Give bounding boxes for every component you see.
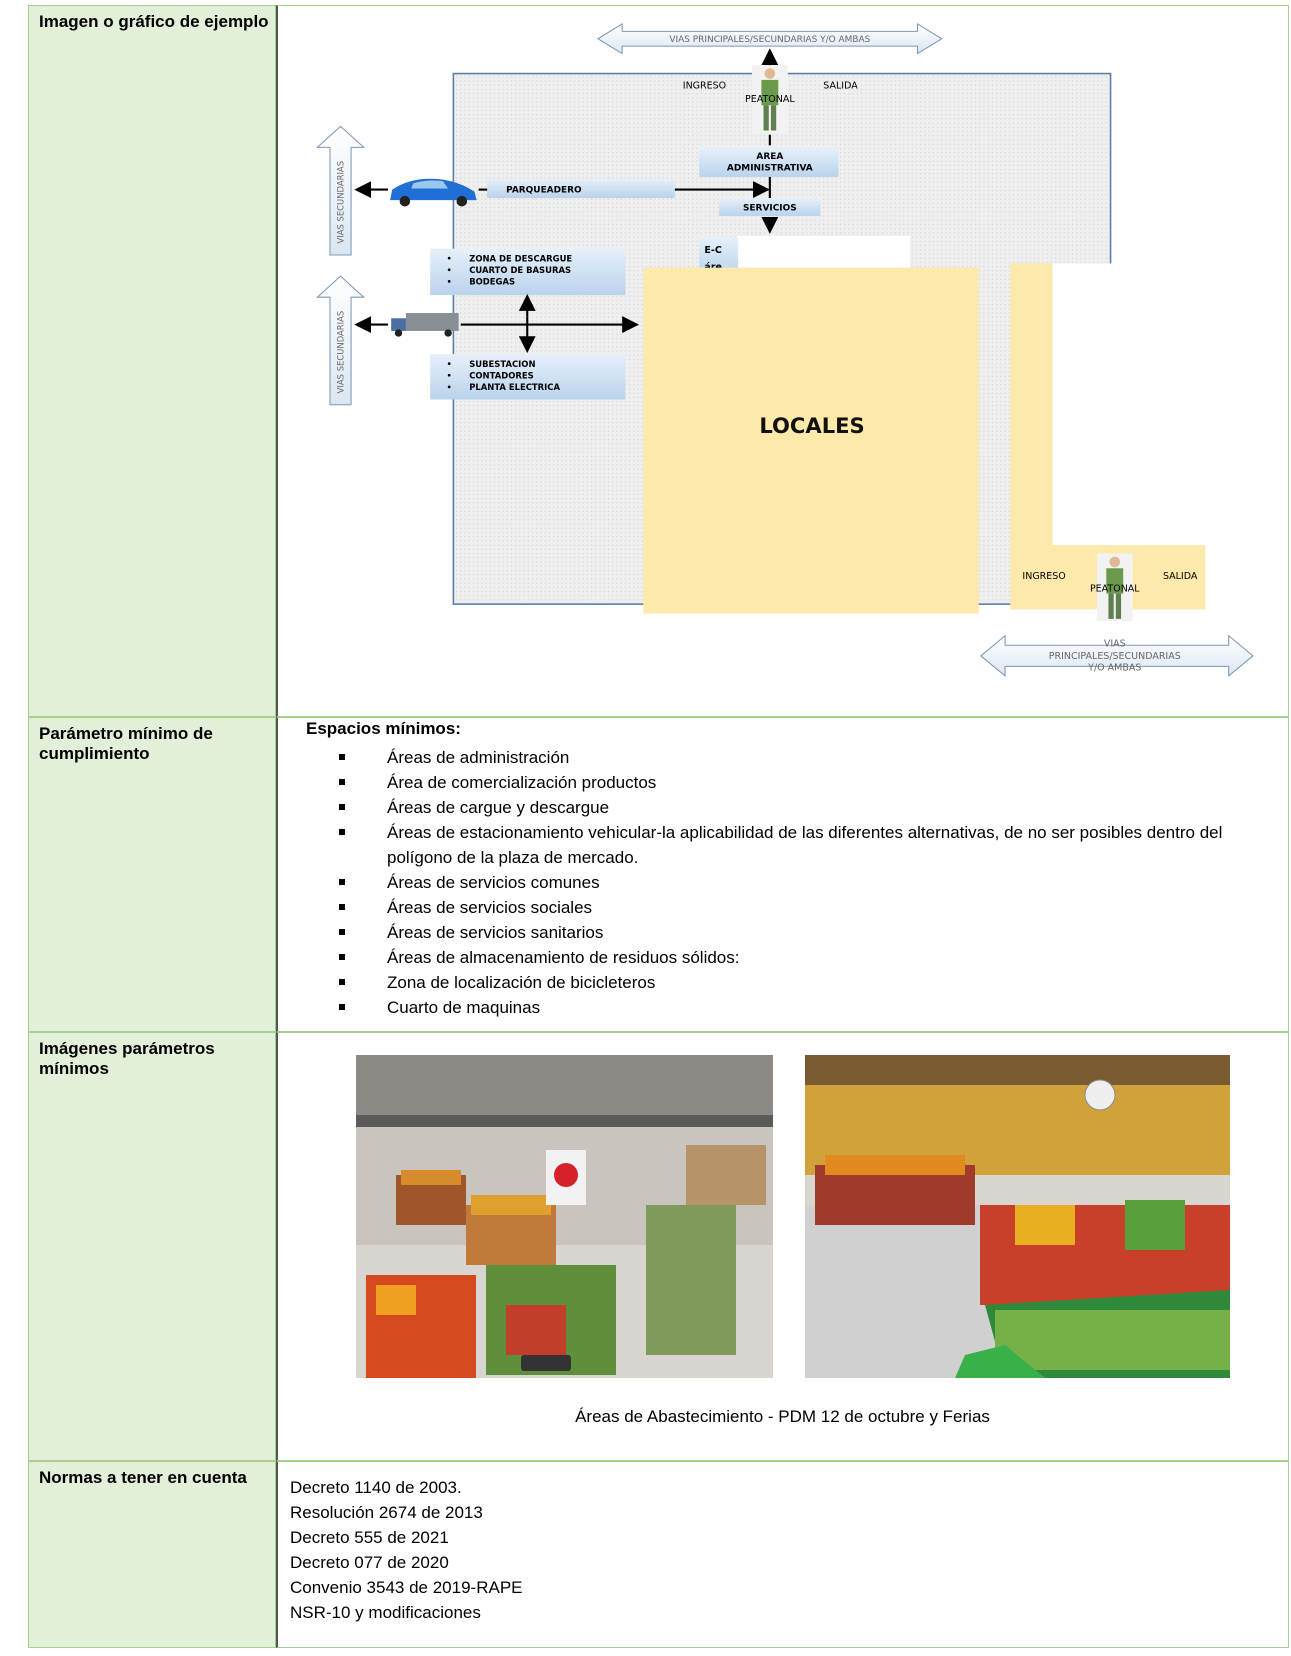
list-item: Zona de localización de bicicleteros (387, 973, 656, 992)
list-item: Áreas de servicios sociales (387, 898, 593, 917)
label-cell: Imagen o gráfico de ejemplo (28, 5, 276, 717)
list-item: Áreas de almacenamiento de residuos sóli… (387, 948, 740, 967)
bullet (339, 904, 345, 910)
area-label: ZONA DE DESCARGUE (469, 253, 572, 263)
bullet (339, 779, 345, 785)
bullet (339, 1004, 345, 1010)
norm-line: Resolución 2674 de 2013 (290, 1503, 483, 1522)
area-label: SERVICIOS (743, 204, 797, 214)
row-label: Imágenes parámetros mínimos (39, 1039, 215, 1078)
pedestrian-label: PEATONAL (745, 94, 795, 105)
entry-label: INGRESO (1022, 571, 1065, 582)
market-photo (356, 1055, 773, 1378)
row-label: Imagen o gráfico de ejemplo (39, 12, 269, 31)
area-box (699, 147, 839, 177)
list-item: Áreas de estacionamiento vehicular-la ap… (387, 823, 1223, 867)
exit-label: SALIDA (1163, 571, 1198, 582)
area-label: CONTADORES (469, 370, 533, 380)
area-label: AREA (756, 152, 783, 162)
area-label: áre (704, 262, 722, 273)
entry-label: INGRESO (683, 80, 726, 91)
area-label: ADMINISTRATIVA (727, 164, 813, 174)
road-label: PRINCIPALES/SECUNDARIAS (1049, 651, 1181, 662)
road-label: VIAS (1104, 638, 1126, 649)
norm-line: Convenio 3543 de 2019-RAPE (290, 1578, 523, 1597)
shops-label: LOCALES (759, 413, 864, 438)
exit-label: SALIDA (823, 80, 858, 91)
road-label: VIAS SECUNDARIAS (336, 311, 346, 394)
area-label: SUBESTACION (469, 359, 535, 369)
shops-area (643, 267, 979, 614)
road-arrow (979, 634, 1254, 677)
bullet (339, 979, 345, 985)
label-cell: Normas a tener en cuenta (28, 1461, 276, 1648)
list-item: Áreas de servicios comunes (387, 873, 600, 892)
road-arrow (596, 23, 943, 55)
road-label: Y/O AMBAS (1087, 663, 1141, 674)
pedestrian-icon (751, 65, 788, 133)
content-cell (276, 717, 1289, 1032)
pedestrian-icon (1096, 553, 1133, 622)
row-label: Normas a tener en cuenta (39, 1468, 247, 1487)
area-box (430, 354, 626, 400)
car-icon (390, 178, 477, 207)
list-item: Áreas de cargue y descargue (387, 798, 610, 817)
area-label: PLANTA ELECTRICA (469, 382, 560, 392)
area-label: PARQUEADERO (506, 186, 582, 196)
area-label: E-C (704, 245, 721, 256)
area-box (487, 179, 675, 199)
list-item: Áreas de servicios sanitarios (387, 923, 604, 942)
list-item: Cuarto de maquinas (387, 998, 541, 1017)
truck-icon (391, 313, 459, 337)
content-cell (276, 1461, 1289, 1648)
bullet (339, 879, 345, 885)
area-label: BODEGAS (469, 277, 515, 287)
list-item: Área de comercialización productos (387, 773, 657, 792)
road-label: VIAS SECUNDARIAS (336, 161, 346, 244)
label-cell: Parámetro mínimo de cumplimiento (28, 717, 276, 1032)
norm-line: Decreto 077 de 2020 (290, 1553, 449, 1572)
norm-line: Decreto 555 de 2021 (290, 1528, 449, 1547)
pedestrian-label: PEATONAL (1090, 583, 1140, 594)
norm-line: Decreto 1140 de 2003. (290, 1478, 462, 1497)
market-photo (805, 1055, 1230, 1378)
list-item: Áreas de administración (387, 748, 570, 767)
norm-line: NSR-10 y modificaciones (290, 1603, 481, 1622)
shops-area (1010, 263, 1206, 610)
list-heading: Espacios mínimos: (306, 719, 461, 738)
bullet (339, 954, 345, 960)
road-arrow (315, 125, 366, 256)
area-box (430, 248, 626, 296)
area-label: CUARTO DE BASURAS (469, 265, 571, 275)
site-diagram: VIAS PRINCIPALES/SECUNDARIAS Y/O AMBAS I… (315, 23, 1254, 677)
bullet (339, 929, 345, 935)
road-arrow (315, 275, 366, 406)
area-box (719, 198, 821, 216)
row-label: Parámetro mínimo de cumplimiento (39, 724, 213, 763)
photo-caption: Áreas de Abastecimiento - PDM 12 de octu… (575, 1407, 990, 1426)
bullet (339, 829, 345, 835)
road-label: VIAS PRINCIPALES/SECUNDARIAS Y/O AMBAS (669, 35, 870, 45)
bullet (339, 804, 345, 810)
bullet (339, 754, 345, 760)
mask (1052, 263, 1227, 546)
label-cell: Imágenes parámetros mínimos (28, 1032, 276, 1461)
